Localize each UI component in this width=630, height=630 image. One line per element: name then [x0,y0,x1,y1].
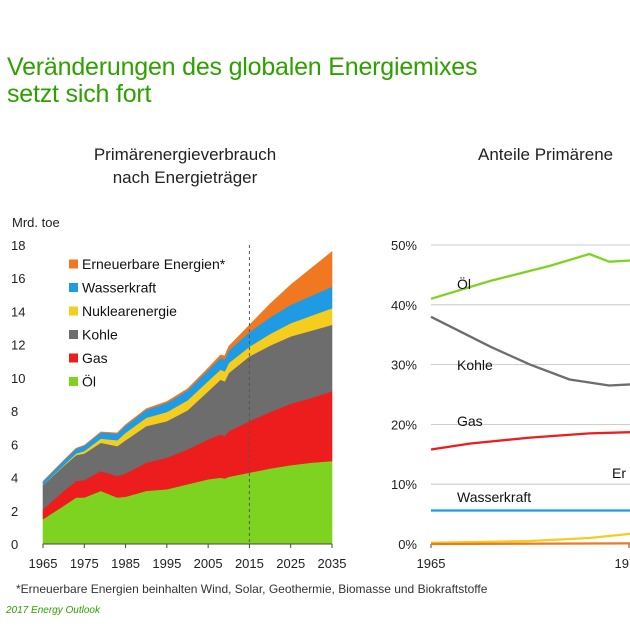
x-tick-label-1985: 1985 [111,556,140,571]
y-tick-label-12: 12 [11,338,25,353]
x-tick-label-2025: 2025 [276,556,305,571]
legend-label-5: Öl [82,373,96,390]
page-title-line2: setzt sich fort [7,80,152,108]
x-tick-label-1965: 1965 [29,556,58,571]
legend-swatch-4 [69,353,78,363]
y-tick-label-6: 6 [11,437,18,452]
x-tick-label-1975: 1975 [70,556,99,571]
y-tick-label-8: 8 [11,404,18,419]
series-label-hydro: Wasserkraft [457,489,531,505]
legend-label-2: Nuklearenergie [82,303,177,319]
y-tick-label-0: 0 [11,537,18,552]
legend-swatch-0 [69,259,78,269]
legend-swatch-3 [69,330,78,339]
legend-label-1: Wasserkraft [82,280,156,296]
y-tick-label-14: 14 [11,304,25,319]
series-label-gas: Gas [457,413,483,429]
right-chart-title-text: Anteile Primärene [478,145,614,164]
line-nuclear [430,532,630,544]
line-oil [430,252,630,300]
x-tick-label-2035: 2035 [318,556,347,571]
right-chart-title: Anteile Primärene [478,143,613,166]
y-tick-label-right-30: 30% [391,358,417,373]
page-title: Veränderungen des globalen Energiemixes … [7,53,478,108]
brand-label: 2017 Energy Outlook [6,605,100,616]
line-hydro [431,509,630,512]
y-tick-label-10: 10 [11,371,25,386]
series-label-oil: Öl [457,275,471,292]
legend-label-3: Kohle [82,327,118,343]
y-tick-label-right-10: 10% [391,477,417,492]
page-title-line1: Veränderungen des globalen Energiemixes [7,53,478,81]
x-tick-label-2005: 2005 [194,556,223,571]
y-tick-label-right-20: 20% [391,417,417,432]
left-chart-title: Primärenergieverbrauch nach Energieträge… [60,143,310,189]
series-label-renewables: Er [612,465,626,481]
y-axis-label: Mrd. toe [12,215,60,230]
y-tick-label-2: 2 [11,504,18,519]
y-tick-label-18: 18 [11,238,25,253]
y-tick-label-4: 4 [11,471,18,486]
x-tick-label-right-1975: 1975 [615,556,630,571]
left-chart-title-line1: Primärenergieverbrauch [93,145,277,164]
left-chart-title-line2: nach Energieträger [112,168,258,187]
legend-swatch-5 [69,377,78,386]
legend-label-4: Gas [82,350,108,366]
x-tick-label-1995: 1995 [152,556,181,571]
legend-swatch-1 [69,283,78,292]
y-tick-label-right-40: 40% [391,298,417,313]
y-tick-label-right-0: 0% [398,537,417,552]
line-coal [430,315,630,387]
legend-swatch-2 [69,306,78,316]
x-tick-label-2015: 2015 [235,556,264,571]
x-tick-label-right-1965: 1965 [417,556,446,571]
legend-label-0: Erneuerbare Energien* [82,256,226,272]
y-tick-label-16: 16 [11,271,25,286]
line-gas [430,431,630,451]
area-renewables [42,251,333,483]
y-tick-label-right-50: 50% [391,238,417,253]
series-label-coal: Kohle [457,357,493,373]
footnote: *Erneuerbare Energien beinhalten Wind, S… [16,582,488,596]
